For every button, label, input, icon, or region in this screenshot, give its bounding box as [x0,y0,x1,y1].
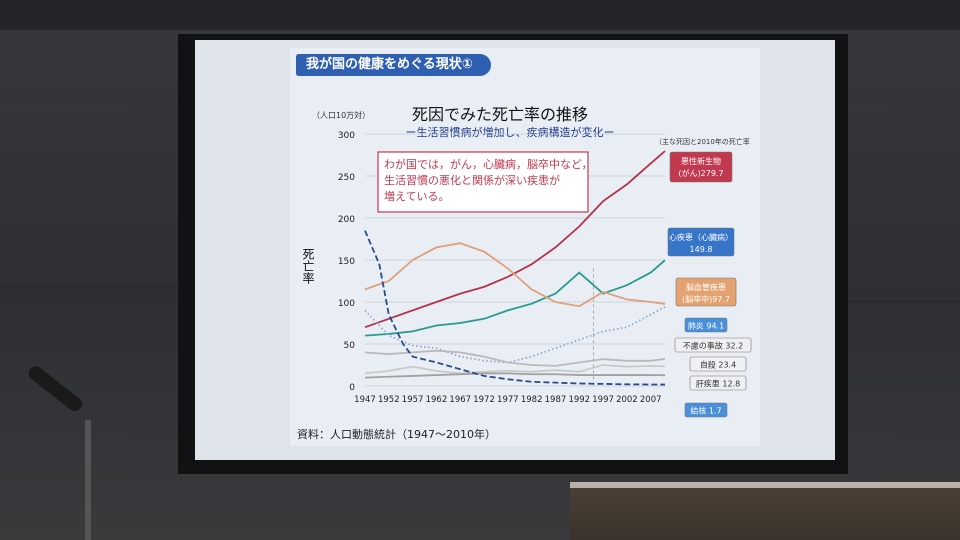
x-tick-label: 1987 [545,395,567,405]
x-tick-label: 1957 [402,395,424,405]
annotation-box [377,151,589,213]
series-callout-box [667,227,735,257]
x-tick-label: 1962 [426,395,448,405]
series-callout-value: 149.8 [690,245,713,254]
series-callout-label: 肝疾患 12.8 [696,379,740,389]
series-callout-label: 不慮の事故 32.2 [683,341,743,351]
series-callout-value: (がん)279.7 [678,168,723,178]
slide-banner: 我が国の健康をめぐる現状① [296,54,491,76]
x-tick-label: 1992 [568,395,590,405]
x-tick-label: 1972 [473,395,495,405]
y-tick-label: 150 [338,257,355,267]
source-note: 資料：人口動態統計（1947〜2010年） [297,428,496,441]
series-callout-box [674,337,752,353]
series-line [364,364,666,375]
series-callout-box [684,402,728,418]
y-tick-label: 250 [338,173,355,183]
microphone-stand [85,420,91,540]
podium [570,488,960,540]
x-tick-label: 1947 [354,395,376,405]
series-line [364,372,666,379]
y-tick-label: 100 [338,299,355,309]
series-callout-label: 悪性新生物 [681,156,721,166]
chart-title: 死因でみた死亡率の推移 [412,105,588,124]
x-tick-label: 2002 [616,395,638,405]
annotation-text: 生活習慣の悪化と関係が深い疾患が [384,173,560,187]
wall-panel-seam [0,285,180,288]
x-tick-label: 1982 [521,395,543,405]
chart-subtitle: ー生活習慣病が増加し、疾病構造が変化ー [406,125,615,139]
y-tick-label: 300 [338,131,355,141]
series-callout-label: 心疾患（心臓病） [669,232,733,242]
x-tick-label: 1952 [378,395,400,405]
series-callout-box [689,375,747,391]
series-callout-value: (脳卒中)97.7 [682,294,730,304]
y-unit: （人口10万対） [312,110,370,120]
y-tick-label: 50 [344,341,356,351]
annotation-text: わが国では，がん，心臓病，脳卒中など， [384,157,592,171]
series-line [364,306,666,364]
series-callout-label: 自殺 23.4 [700,360,736,370]
series-line [364,150,666,329]
right-note: （主な死因と2010年の死亡率 [655,137,750,146]
x-tick-label: 1977 [497,395,519,405]
podium-top [570,482,960,490]
y-tick-label: 0 [349,383,355,393]
series-line [364,259,666,337]
ceiling [0,0,960,30]
x-tick-label: 1997 [592,395,614,405]
wall-panel-seam [848,300,960,303]
series-line [364,230,666,386]
x-tick-label: 1967 [449,395,471,405]
series-callout-box [675,277,737,307]
series-line [364,349,666,367]
series-callout-box [669,151,733,183]
series-line [364,242,666,308]
series-callout-box [684,317,728,333]
y-tick-label: 200 [338,215,355,225]
series-callout-box [689,356,747,372]
x-tick-label: 2007 [640,395,662,405]
series-callout-label: 結核 1.7 [690,406,721,416]
slide: 我が国の健康をめぐる現状① 死因でみた死亡率の推移 ー生活習慣病が増加し、疾病構造… [290,48,760,446]
series-callout-label: 肺炎 94.1 [688,322,724,331]
series-callout-label: 脳血管疾患 [686,282,726,292]
y-axis-label: 死亡率 [301,248,315,284]
annotation-text: 増えている。 [384,190,449,203]
